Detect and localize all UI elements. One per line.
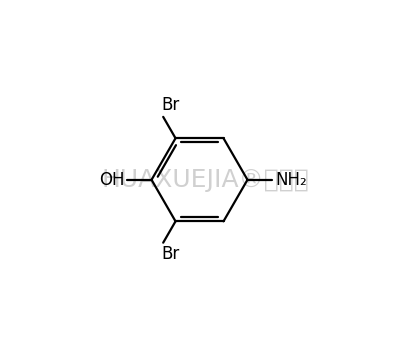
Text: NH₂: NH₂ xyxy=(275,171,307,189)
Text: HUAXUEJIA®化学家: HUAXUEJIA®化学家 xyxy=(101,168,309,192)
Text: Br: Br xyxy=(162,245,180,263)
Text: Br: Br xyxy=(162,96,180,115)
Text: OH: OH xyxy=(99,171,124,189)
